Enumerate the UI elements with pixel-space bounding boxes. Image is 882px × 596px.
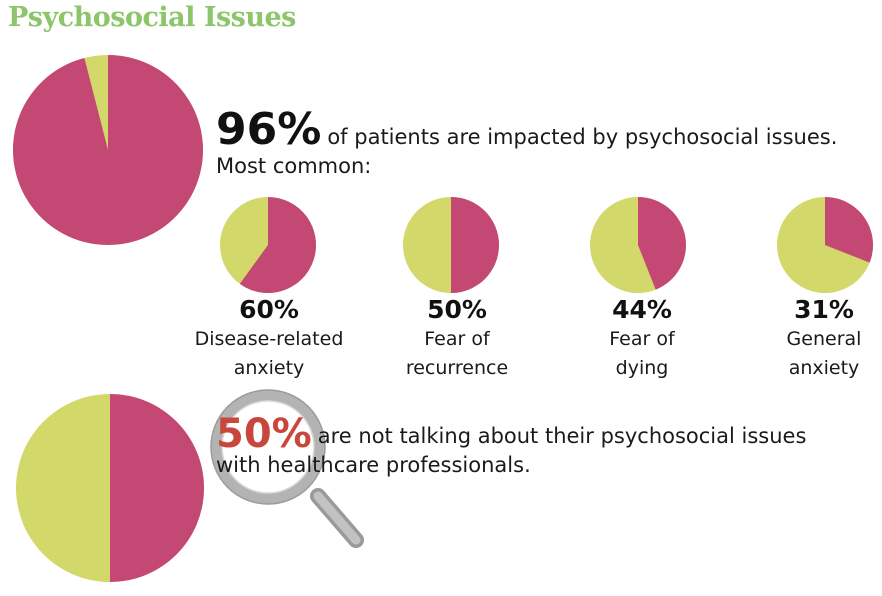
pie-label-disease-anxiety: 60% Disease-related anxiety <box>169 295 369 383</box>
pie-percent: 50% <box>427 295 487 324</box>
bottom-statement: 50% are not talking about their psychosoc… <box>216 414 807 480</box>
bottom-line-2: with healthcare professionals. <box>216 453 531 477</box>
pie-label-fear-dying: 44% Fear of dying <box>542 295 742 383</box>
bottom-line-1: are not talking about their psychosocial… <box>317 424 807 448</box>
bottom-percent: 50% <box>216 411 312 457</box>
headline-text: of patients are impacted by psychosocial… <box>327 125 838 149</box>
pie-description: General anxiety <box>786 328 862 379</box>
pie-chart-not-talking <box>16 394 204 582</box>
pie-description: Fear of dying <box>609 328 675 379</box>
pie-label-fear-recurrence: 50% Fear of recurrence <box>357 295 557 383</box>
pie-slice-main <box>638 197 686 290</box>
pie-percent: 44% <box>612 295 672 324</box>
pie-slice-main <box>239 197 316 293</box>
pie-percent: 60% <box>239 295 299 324</box>
subheading: Most common: <box>216 154 372 178</box>
pie-description: Fear of recurrence <box>405 328 509 379</box>
pie-slice-main <box>451 197 499 293</box>
pie-chart-impacted <box>13 55 203 246</box>
pie-chart-fear-recurrence <box>403 197 499 293</box>
pie-description: Disease-related anxiety <box>194 328 344 379</box>
pie-slice-main <box>825 197 874 263</box>
pie-slice-main <box>110 394 204 582</box>
pie-percent: 31% <box>794 295 854 324</box>
pie-label-general-anxiety: 31% General anxiety <box>724 295 882 383</box>
page-title: Psychosocial Issues <box>8 2 296 33</box>
pie-chart-fear-dying <box>590 197 686 293</box>
magnifying-glass-icon <box>210 389 364 548</box>
pie-chart-general-anxiety <box>777 197 874 293</box>
headline: 96% of patients are impacted by psychosoc… <box>216 104 837 155</box>
pie-slice-main <box>13 55 203 246</box>
pie-chart-disease-anxiety <box>220 197 316 293</box>
headline-percent: 96% <box>216 104 322 155</box>
